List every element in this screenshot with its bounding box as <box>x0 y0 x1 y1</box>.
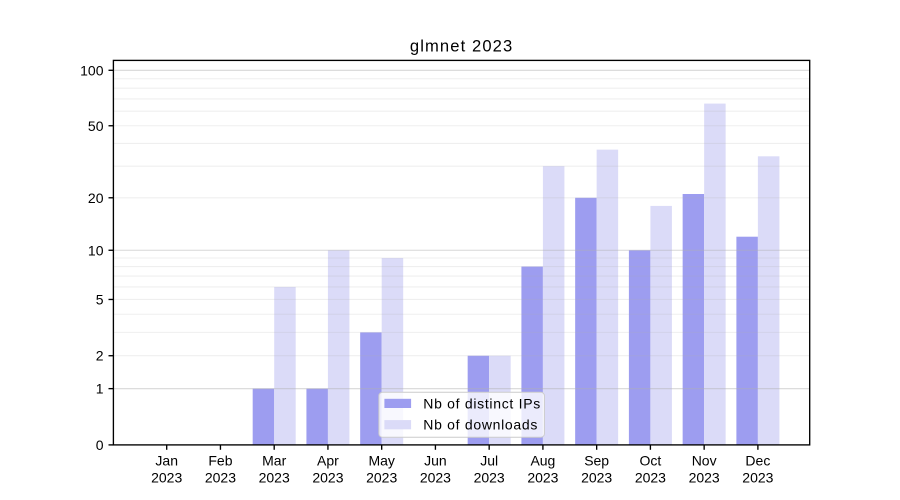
svg-text:May: May <box>368 453 394 469</box>
svg-text:0: 0 <box>96 437 104 453</box>
svg-text:2023: 2023 <box>742 469 773 485</box>
svg-text:Nov: Nov <box>692 453 717 469</box>
svg-text:2: 2 <box>96 348 104 364</box>
svg-text:Oct: Oct <box>640 453 662 469</box>
svg-text:2023: 2023 <box>151 469 182 485</box>
svg-text:10: 10 <box>88 242 104 258</box>
svg-text:2023: 2023 <box>259 469 290 485</box>
svg-text:Mar: Mar <box>262 453 286 469</box>
svg-text:Feb: Feb <box>208 453 232 469</box>
svg-text:Sep: Sep <box>584 453 609 469</box>
svg-text:Jul: Jul <box>480 453 498 469</box>
svg-text:2023: 2023 <box>689 469 720 485</box>
svg-text:50: 50 <box>88 118 104 134</box>
svg-text:2023: 2023 <box>581 469 612 485</box>
svg-text:2023: 2023 <box>420 469 451 485</box>
svg-text:Dec: Dec <box>745 453 770 469</box>
svg-text:5: 5 <box>96 291 104 307</box>
svg-text:Apr: Apr <box>317 453 339 469</box>
svg-text:Nb of distinct IPs: Nb of distinct IPs <box>423 395 541 411</box>
svg-text:glmnet 2023: glmnet 2023 <box>410 37 513 56</box>
svg-text:Nb of downloads: Nb of downloads <box>423 417 538 433</box>
svg-text:2023: 2023 <box>205 469 236 485</box>
svg-text:Jun: Jun <box>424 453 447 469</box>
svg-text:2023: 2023 <box>312 469 343 485</box>
svg-text:20: 20 <box>88 190 104 206</box>
svg-text:2023: 2023 <box>474 469 505 485</box>
svg-text:2023: 2023 <box>635 469 666 485</box>
svg-text:Aug: Aug <box>530 453 555 469</box>
svg-text:2023: 2023 <box>366 469 397 485</box>
svg-text:2023: 2023 <box>527 469 558 485</box>
svg-text:Jan: Jan <box>155 453 178 469</box>
svg-text:100: 100 <box>80 62 104 78</box>
svg-text:1: 1 <box>96 381 104 397</box>
